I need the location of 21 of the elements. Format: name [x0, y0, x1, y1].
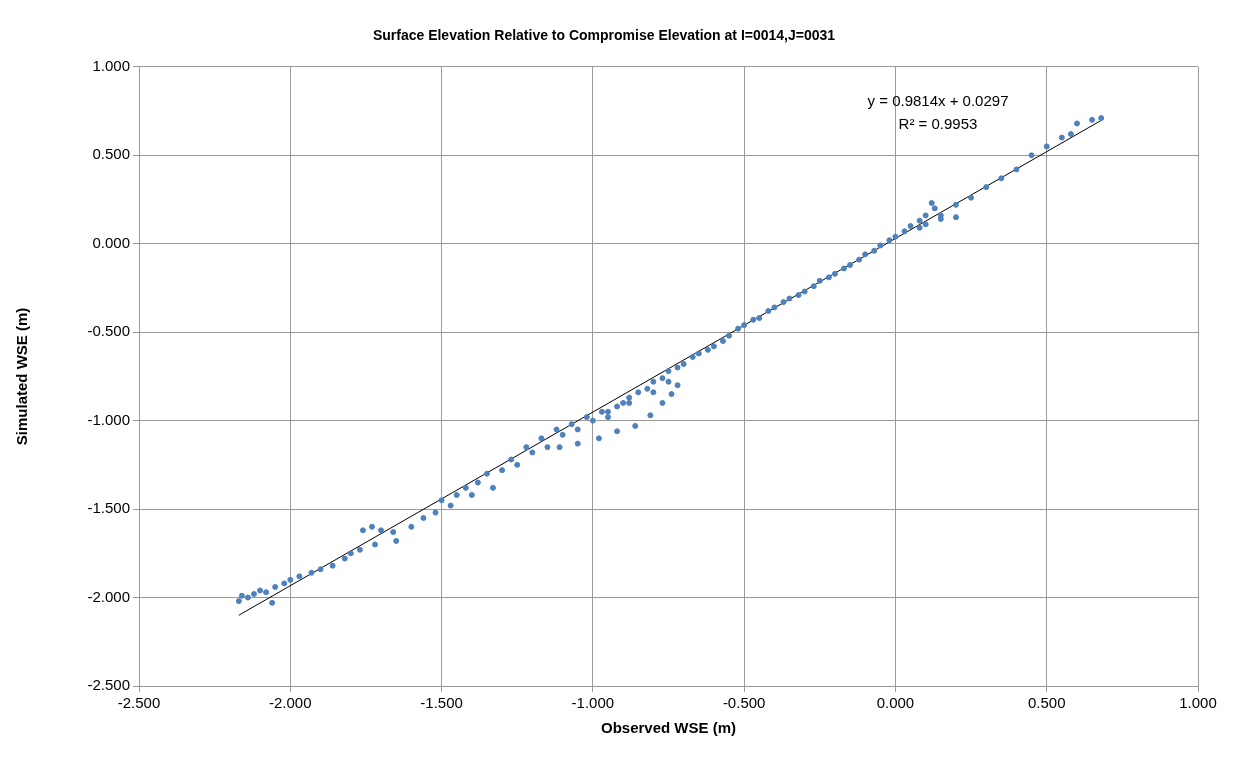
- chart-title: Surface Elevation Relative to Compromise Elevation at I=0014,J=0031: [372, 27, 836, 44]
- y-tick-label: -2.000: [87, 587, 130, 605]
- x-axis-title: Observed WSE (m): [600, 719, 737, 737]
- x-tick-label: 0.500: [1027, 694, 1066, 712]
- y-tick-label: -1.500: [87, 499, 130, 517]
- y-tick-label: -1.000: [87, 410, 130, 428]
- x-tick-label: -0.500: [722, 694, 766, 712]
- x-tick-label: -1.000: [571, 694, 615, 712]
- annotation: R² = 0.9953: [898, 114, 978, 132]
- y-tick-label: 0.500: [92, 145, 130, 163]
- x-tick-label: 0.000: [876, 694, 915, 712]
- y-axis-title: Simulated WSE (m): [13, 307, 31, 446]
- y-tick-label: -2.500: [87, 676, 130, 694]
- y-tick-label: 0.000: [92, 233, 130, 251]
- x-tick-label: 1.000: [1179, 694, 1217, 712]
- x-tick-label: -2.000: [269, 694, 312, 712]
- x-tick-label: -2.500: [117, 694, 161, 712]
- y-tick-label: 1.000: [92, 56, 130, 74]
- x-tick-label: -1.500: [420, 694, 463, 712]
- y-tick-label: -0.500: [87, 322, 130, 340]
- annotation: y = 0.9814x + 0.0297: [867, 91, 1009, 109]
